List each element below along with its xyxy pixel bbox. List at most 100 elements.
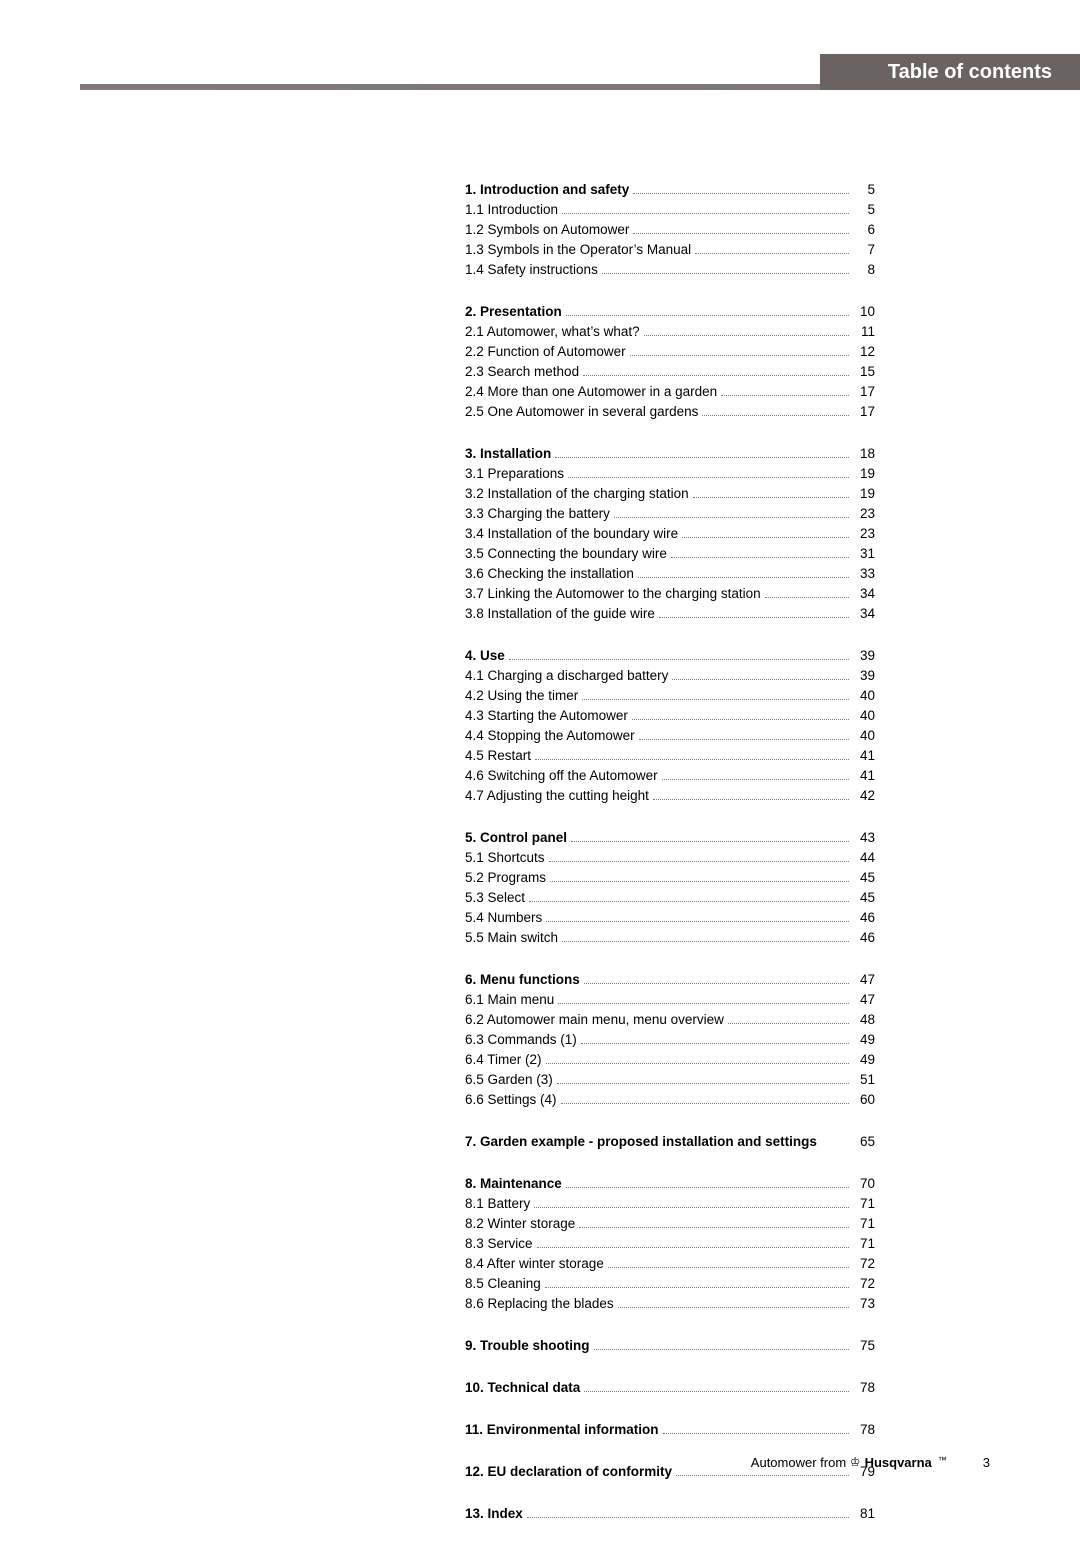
toc-entry-page: 41 — [853, 746, 875, 766]
toc-entry-page: 49 — [853, 1030, 875, 1050]
footer-page-number: 3 — [983, 1455, 990, 1470]
toc-entry-label: 8.4 After winter storage — [465, 1254, 604, 1274]
toc-leader-dots — [566, 1187, 849, 1188]
toc-entry-page: 40 — [853, 686, 875, 706]
toc-entry-label: 1.1 Introduction — [465, 200, 558, 220]
toc-entry-page: 65 — [853, 1132, 875, 1152]
toc-entry: 9. Trouble shooting75 — [465, 1336, 875, 1356]
toc-leader-dots — [562, 213, 849, 214]
page-footer: Automower from ♔Husqvarna™ 3 — [0, 1455, 990, 1470]
header-title-box: Table of contents — [820, 54, 1080, 90]
toc-entry: 5. Control panel43 — [465, 828, 875, 848]
toc-entry-page: 7 — [853, 240, 875, 260]
toc-entry-label: 2. Presentation — [465, 302, 562, 322]
toc-entry-label: 6.1 Main menu — [465, 990, 554, 1010]
toc-entry-page: 46 — [853, 928, 875, 948]
toc-entry-label: 3.3 Charging the battery — [465, 504, 610, 524]
toc-entry-page: 5 — [853, 200, 875, 220]
toc-entry-page: 5 — [853, 180, 875, 200]
toc-entry: 4.3 Starting the Automower40 — [465, 706, 875, 726]
toc-entry: 5.2 Programs45 — [465, 868, 875, 888]
toc-entry-page: 12 — [853, 342, 875, 362]
toc-entry: 2.2 Function of Automower12 — [465, 342, 875, 362]
toc-entry-label: 3.2 Installation of the charging station — [465, 484, 689, 504]
toc-entry: 8.4 After winter storage72 — [465, 1254, 875, 1274]
toc-entry-label: 13. Index — [465, 1504, 523, 1524]
toc-entry: 8.5 Cleaning72 — [465, 1274, 875, 1294]
toc-leader-dots — [682, 537, 849, 538]
toc-entry-page: 71 — [853, 1194, 875, 1214]
toc-entry: 1.2 Symbols on Automower6 — [465, 220, 875, 240]
toc-leader-dots — [633, 193, 849, 194]
toc-leader-dots — [663, 1433, 849, 1434]
toc-entry: 6.3 Commands (1) 49 — [465, 1030, 875, 1050]
toc-leader-dots — [550, 881, 849, 882]
toc-entry-page: 48 — [853, 1010, 875, 1030]
toc-entry-label: 8.6 Replacing the blades — [465, 1294, 614, 1314]
toc-entry-page: 71 — [853, 1234, 875, 1254]
toc-section: 13. Index81 — [465, 1504, 875, 1524]
toc-entry-label: 4.7 Adjusting the cutting height — [465, 786, 649, 806]
toc-entry: 7. Garden example - proposed installatio… — [465, 1132, 875, 1152]
toc-entry-label: 5.3 Select — [465, 888, 525, 908]
toc-entry-label: 9. Trouble shooting — [465, 1336, 590, 1356]
toc-section: 3. Installation183.1 Preparations193.2 I… — [465, 444, 875, 624]
toc-entry: 3.6 Checking the installation33 — [465, 564, 875, 584]
toc-leader-dots — [602, 273, 849, 274]
toc-entry-label: 5.2 Programs — [465, 868, 546, 888]
header-title: Table of contents — [888, 61, 1052, 84]
toc-entry-label: 4.4 Stopping the Automower — [465, 726, 635, 746]
toc-entry-page: 39 — [853, 646, 875, 666]
toc-leader-dots — [721, 395, 849, 396]
toc-entry-label: 8. Maintenance — [465, 1174, 562, 1194]
toc-entry: 4.6 Switching off the Automower41 — [465, 766, 875, 786]
header-ribbon: Table of contents — [80, 54, 1080, 90]
toc-section: 9. Trouble shooting75 — [465, 1336, 875, 1356]
toc-entry: 4. Use39 — [465, 646, 875, 666]
toc-entry: 2.1 Automower, what’s what?11 — [465, 322, 875, 342]
trademark-icon: ™ — [938, 1455, 947, 1465]
toc-entry: 8.1 Battery 71 — [465, 1194, 875, 1214]
toc-leader-dots — [549, 861, 849, 862]
toc-entry-label: 5.5 Main switch — [465, 928, 558, 948]
toc-section: 11. Environmental information78 — [465, 1420, 875, 1440]
brand-name: Husqvarna — [865, 1455, 932, 1470]
toc-entry: 6.6 Settings (4)60 — [465, 1090, 875, 1110]
toc-entry: 3.4 Installation of the boundary wire23 — [465, 524, 875, 544]
toc-entry-label: 2.3 Search method — [465, 362, 579, 382]
toc-section: 7. Garden example - proposed installatio… — [465, 1132, 875, 1152]
toc-entry-label: 5.1 Shortcuts — [465, 848, 545, 868]
toc-entry-label: 8.5 Cleaning — [465, 1274, 541, 1294]
toc-entry-page: 60 — [853, 1090, 875, 1110]
toc-entry: 5.3 Select 45 — [465, 888, 875, 908]
toc-entry-page: 8 — [853, 260, 875, 280]
toc-section: 6. Menu functions476.1 Main menu 47 6.2 Au… — [465, 970, 875, 1110]
toc-entry: 13. Index81 — [465, 1504, 875, 1524]
toc-entry-page: 49 — [853, 1050, 875, 1070]
toc-entry-label: 6.3 Commands (1) — [465, 1030, 577, 1050]
toc-entry: 4.1 Charging a discharged battery39 — [465, 666, 875, 686]
toc-entry-page: 45 — [853, 888, 875, 908]
toc-entry-label: 1. Introduction and safety — [465, 180, 629, 200]
toc-entry-page: 47 — [853, 970, 875, 990]
toc-leader-dots — [584, 983, 849, 984]
toc-entry: 8.3 Service71 — [465, 1234, 875, 1254]
toc-entry-page: 46 — [853, 908, 875, 928]
toc-leader-dots — [535, 759, 849, 760]
toc-entry-page: 71 — [853, 1214, 875, 1234]
toc-entry: 2.5 One Automower in several gardens17 — [465, 402, 875, 422]
toc-entry-page: 6 — [853, 220, 875, 240]
toc-entry-label: 6.2 Automower main menu, menu overview — [465, 1010, 724, 1030]
toc-entry-page: 10 — [853, 302, 875, 322]
toc-entry: 3.7 Linking the Automower to the chargin… — [465, 584, 875, 604]
table-of-contents: 1. Introduction and safety 5 1.1 Introduct… — [465, 180, 875, 1546]
toc-leader-dots — [566, 315, 849, 316]
toc-leader-dots — [582, 699, 849, 700]
toc-leader-dots — [644, 335, 849, 336]
toc-entry: 6. Menu functions47 — [465, 970, 875, 990]
brand-logo: ♔Husqvarna™ — [850, 1455, 947, 1470]
toc-entry-label: 8.1 Battery — [465, 1194, 530, 1214]
toc-entry: 3. Installation18 — [465, 444, 875, 464]
toc-entry-page: 78 — [853, 1420, 875, 1440]
toc-leader-dots — [527, 1517, 849, 1518]
